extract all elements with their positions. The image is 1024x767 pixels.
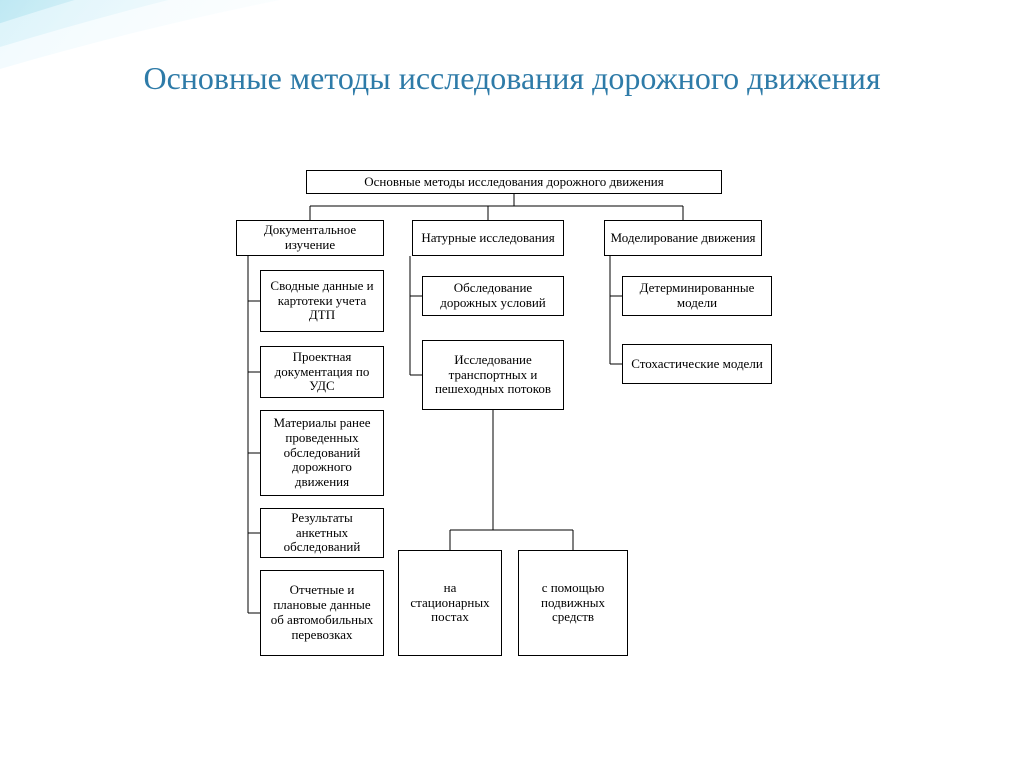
node-b1_4: Результаты анкетных обследований bbox=[260, 508, 384, 558]
slide-title: Основные методы исследования дорожного д… bbox=[0, 58, 1024, 98]
node-root: Основные методы исследования дорожного д… bbox=[306, 170, 722, 194]
node-b2_1: Обследование дорожных условий bbox=[422, 276, 564, 316]
node-b2_2a: на стационарных постах bbox=[398, 550, 502, 656]
node-b2: Натурные исследования bbox=[412, 220, 564, 256]
slide: Основные методы исследования дорожного д… bbox=[0, 0, 1024, 767]
node-b3_2: Стохастические модели bbox=[622, 344, 772, 384]
node-b3: Моделирование движения bbox=[604, 220, 762, 256]
node-b2_2: Исследование транспортных и пешеходных п… bbox=[422, 340, 564, 410]
node-b1: Документальное изучение bbox=[236, 220, 384, 256]
node-b1_3: Материалы ранее проведенных обследований… bbox=[260, 410, 384, 496]
diagram-container: Основные методы исследования дорожного д… bbox=[0, 150, 1024, 750]
node-b3_1: Детерминированные модели bbox=[622, 276, 772, 316]
node-b1_5: Отчетные и плановые данные об автомобиль… bbox=[260, 570, 384, 656]
node-b1_2: Проектная документация по УДС bbox=[260, 346, 384, 398]
node-b2_2b: с помощью подвижных средств bbox=[518, 550, 628, 656]
node-b1_1: Сводные данные и картотеки учета ДТП bbox=[260, 270, 384, 332]
